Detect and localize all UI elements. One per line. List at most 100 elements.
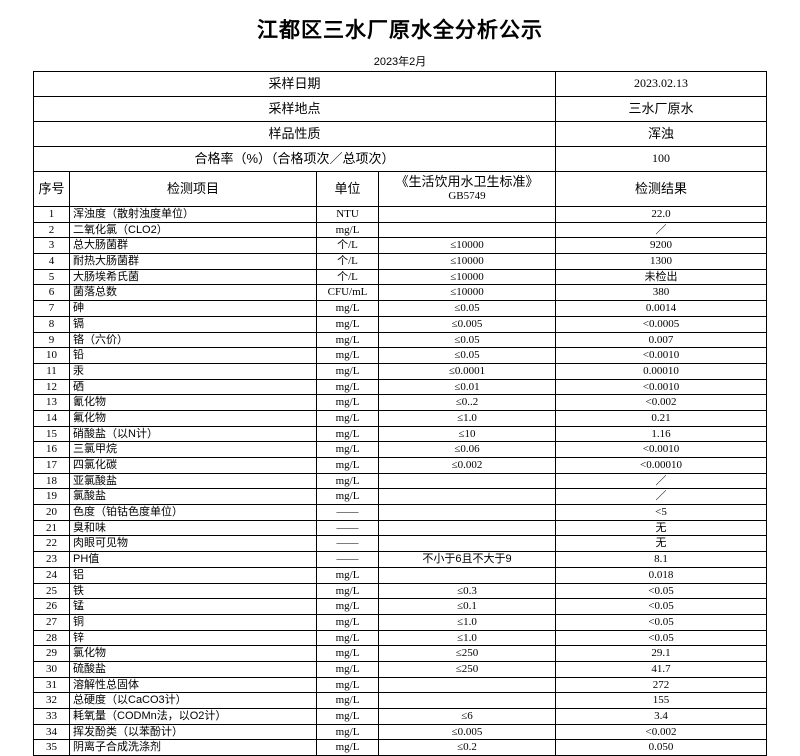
- cell-item-name: 大肠埃希氏菌: [69, 268, 317, 286]
- cell-standard: [377, 519, 557, 537]
- cell-result: <0.0005: [555, 315, 768, 333]
- cell-item-name: 臭和味: [69, 519, 317, 537]
- cell-result: ／: [555, 488, 768, 506]
- cell-index: 5: [33, 268, 70, 286]
- water-quality-table: 采样日期 2023.02.13 采样地点 三水厂原水 样品性质 浑浊 合格率（%）（合格项次…: [32, 71, 768, 756]
- cell-item-name: 溶解性总固体: [69, 676, 317, 694]
- cell-unit: ——: [316, 504, 379, 521]
- cell-item-name: 锌: [69, 629, 317, 647]
- table-row: 26 锰 mg/L ≤0.1 <0.05: [33, 598, 768, 615]
- cell-standard: ≤0.05: [377, 347, 557, 364]
- table-row: 1 浑浊度（散射浊度单位） NTU 22.0: [33, 206, 768, 223]
- cell-item-name: 铝: [69, 566, 317, 584]
- table-row: 8 镉 mg/L ≤0.005 <0.0005: [33, 315, 768, 333]
- cell-result: <5: [555, 504, 768, 521]
- cell-unit: mg/L: [316, 378, 379, 396]
- cell-index: 26: [33, 598, 70, 615]
- cell-item-name: 硫酸盐: [69, 660, 317, 678]
- cell-unit: NTU: [316, 206, 379, 223]
- table-row: 27 铜 mg/L ≤1.0 <0.05: [33, 613, 768, 631]
- column-header-result: 检测结果: [555, 171, 768, 207]
- cell-result: 0.018: [555, 566, 768, 584]
- cell-result: <0.002: [555, 394, 768, 411]
- table-row: 17 四氯化碳 mg/L ≤0.002 <0.00010: [33, 457, 768, 474]
- cell-standard: ≤0.05: [377, 331, 557, 349]
- summary-value: 100: [555, 146, 768, 172]
- table-row: 14 氟化物 mg/L ≤1.0 0.21: [33, 409, 768, 427]
- cell-standard: [377, 206, 557, 223]
- table-row: 13 氰化物 mg/L ≤0..2 <0.002: [33, 394, 768, 411]
- cell-index: 4: [33, 253, 70, 270]
- cell-result: ／: [555, 472, 768, 490]
- cell-unit: mg/L: [316, 472, 379, 490]
- cell-unit: mg/L: [316, 582, 379, 600]
- cell-result: 29.1: [555, 645, 768, 662]
- column-header-standard: 《生活饮用水卫生标准》 GB5749: [377, 171, 557, 207]
- column-header-no: 序号: [33, 171, 70, 207]
- summary-label: 样品性质: [32, 121, 557, 147]
- cell-unit: mg/L: [316, 629, 379, 647]
- cell-standard: ≤6: [377, 708, 557, 725]
- cell-item-name: 硝酸盐（以N计）: [69, 425, 317, 443]
- cell-item-name: 耐热大肠菌群: [69, 253, 317, 270]
- summary-value: 2023.02.13: [555, 71, 768, 97]
- cell-item-name: 铁: [69, 582, 317, 600]
- cell-unit: 个/L: [316, 268, 379, 286]
- summary-label: 合格率（%）（合格项次／总项次）: [32, 146, 557, 172]
- cell-standard: 不小于6且不大于9: [377, 551, 557, 568]
- cell-index: 33: [33, 708, 70, 725]
- cell-result: 0.050: [555, 739, 768, 756]
- cell-result: <0.00010: [555, 457, 768, 474]
- cell-result: 未检出: [555, 268, 768, 286]
- cell-index: 22: [33, 535, 70, 553]
- cell-item-name: 色度（铂钴色度单位）: [69, 504, 317, 521]
- cell-index: 7: [33, 300, 70, 317]
- summary-row: 采样地点 三水厂原水: [32, 96, 768, 122]
- cell-item-name: 四氯化碳: [69, 457, 317, 474]
- cell-item-name: 砷: [69, 300, 317, 317]
- cell-unit: mg/L: [316, 488, 379, 506]
- cell-unit: mg/L: [316, 598, 379, 615]
- cell-unit: mg/L: [316, 708, 379, 725]
- summary-row: 采样日期 2023.02.13: [32, 71, 768, 97]
- standard-title-line2: GB5749: [448, 190, 486, 203]
- cell-standard: [377, 221, 557, 239]
- cell-standard: ≤0.005: [377, 723, 557, 741]
- cell-result: 22.0: [555, 206, 768, 223]
- cell-standard: ≤0.2: [377, 739, 557, 756]
- cell-index: 19: [33, 488, 70, 506]
- cell-unit: 个/L: [316, 237, 379, 255]
- cell-result: 0.00010: [555, 362, 768, 380]
- cell-unit: mg/L: [316, 660, 379, 678]
- cell-index: 21: [33, 519, 70, 537]
- cell-result: <0.05: [555, 629, 768, 647]
- cell-index: 34: [33, 723, 70, 741]
- cell-result: 0.21: [555, 409, 768, 427]
- table-row: 19 氯酸盐 mg/L ／: [33, 488, 768, 506]
- table-row: 18 亚氯酸盐 mg/L ／: [33, 472, 768, 490]
- cell-item-name: 氯化物: [69, 645, 317, 662]
- cell-unit: mg/L: [316, 457, 379, 474]
- cell-index: 15: [33, 425, 70, 443]
- table-row: 23 PH值 —— 不小于6且不大于9 8.1: [33, 551, 768, 568]
- cell-index: 18: [33, 472, 70, 490]
- cell-result: 0.0014: [555, 300, 768, 317]
- table-row: 3 总大肠菌群 个/L ≤10000 9200: [33, 237, 768, 255]
- cell-item-name: 氯酸盐: [69, 488, 317, 506]
- table-header-row: 序号 检测项目 单位 《生活饮用水卫生标准》 GB5749 检测结果: [33, 171, 768, 207]
- cell-standard: ≤0.01: [377, 378, 557, 396]
- cell-index: 6: [33, 284, 70, 302]
- cell-standard: [377, 676, 557, 694]
- cell-index: 31: [33, 676, 70, 694]
- table-row: 32 总硬度（以CaCO3计） mg/L 155: [33, 692, 768, 709]
- table-row: 34 挥发酚类（以苯酚计） mg/L ≤0.005 <0.002: [33, 723, 768, 741]
- cell-unit: mg/L: [316, 613, 379, 631]
- cell-item-name: 镉: [69, 315, 317, 333]
- column-header-unit: 单位: [316, 171, 379, 207]
- cell-unit: mg/L: [316, 425, 379, 443]
- cell-result: <0.0010: [555, 378, 768, 396]
- cell-index: 29: [33, 645, 70, 662]
- table-row: 24 铝 mg/L 0.018: [33, 566, 768, 584]
- cell-standard: ≤250: [377, 660, 557, 678]
- cell-result: 272: [555, 676, 768, 694]
